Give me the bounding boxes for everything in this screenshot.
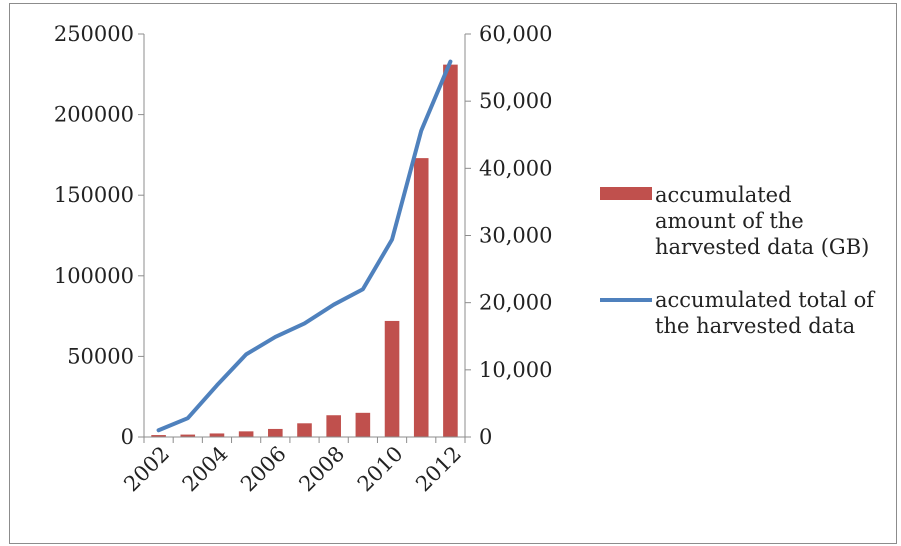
right-tick-label: 10,000 xyxy=(479,358,552,382)
x-tick-label: 2006 xyxy=(236,442,291,497)
right-tick-label: 30,000 xyxy=(479,224,552,248)
bar-2012 xyxy=(443,64,458,438)
left-tick-label: 150000 xyxy=(54,183,134,207)
bar-series-amount xyxy=(151,64,458,438)
x-tick-label: 2008 xyxy=(294,442,349,497)
bar-2007 xyxy=(297,423,312,437)
legend-label-bar: accumulated xyxy=(655,183,792,207)
right-tick-label: 40,000 xyxy=(479,156,552,180)
bar-2008 xyxy=(326,415,341,437)
bar-2004 xyxy=(209,433,225,437)
chart-axes xyxy=(138,33,471,443)
right-tick-label: 60,000 xyxy=(479,22,552,46)
right-tick-label: 0 xyxy=(479,425,492,449)
left-tick-label: 250000 xyxy=(54,22,134,46)
line-path xyxy=(156,59,453,433)
right-y-axis-labels: 0 10,000 20,000 30,000 40,000 50,000 60,000 xyxy=(479,22,552,449)
x-axis-labels: 2002 2004 2006 2008 2010 2012 xyxy=(119,442,466,497)
left-tick-label: 100000 xyxy=(54,264,134,288)
x-tick-label: 2012 xyxy=(411,442,466,497)
bar-2006 xyxy=(268,428,283,437)
x-tick-label: 2002 xyxy=(119,442,174,497)
legend-label-line: the harvested data xyxy=(655,314,855,338)
left-tick-label: 0 xyxy=(121,425,134,449)
bar-2010 xyxy=(384,320,400,437)
left-y-axis-labels: 0 50000 100000 150000 200000 250000 xyxy=(54,22,134,449)
right-tick-label: 20,000 xyxy=(479,291,552,315)
legend-label-bar: harvested data (GB) xyxy=(655,235,869,259)
bar-2011 xyxy=(413,158,429,437)
x-tick-label: 2004 xyxy=(178,442,233,497)
bar-2009 xyxy=(355,412,371,437)
legend-label-bar: amount of the xyxy=(655,209,804,233)
legend-swatch-bar xyxy=(600,187,652,200)
legend-label-line: accumulated total of xyxy=(655,288,876,312)
bar-2005 xyxy=(238,431,254,437)
bar-2003 xyxy=(180,434,196,437)
bar-2002 xyxy=(151,435,166,437)
x-tick-label: 2010 xyxy=(353,442,408,497)
right-tick-label: 50,000 xyxy=(479,89,552,113)
left-tick-label: 200000 xyxy=(54,103,134,127)
line-series-total xyxy=(156,59,453,433)
left-tick-label: 50000 xyxy=(67,344,134,368)
